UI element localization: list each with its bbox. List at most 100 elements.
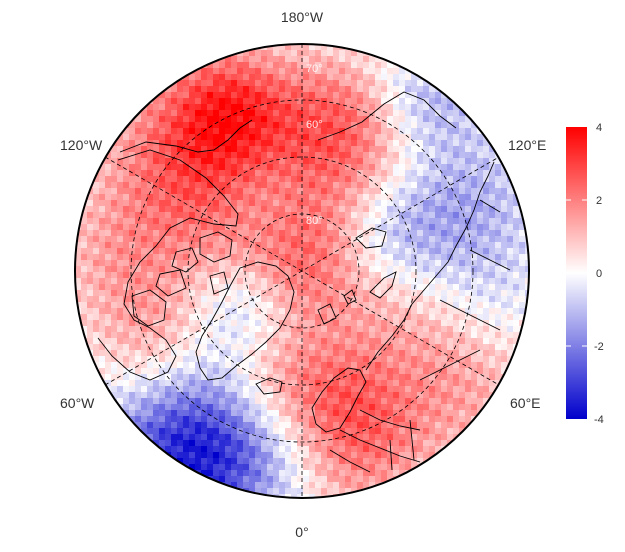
- field-cell: [189, 86, 196, 93]
- field-cell: [165, 92, 172, 99]
- field-cell: [393, 350, 400, 357]
- field-cell: [231, 380, 238, 387]
- field-cell: [309, 122, 316, 129]
- field-cell: [297, 482, 304, 489]
- field-cell: [387, 296, 394, 303]
- field-cell: [357, 476, 364, 483]
- field-cell: [447, 176, 454, 183]
- field-cell: [273, 140, 280, 147]
- field-cell: [447, 98, 454, 105]
- field-cell: [225, 164, 232, 171]
- field-cell: [279, 494, 286, 498]
- field-cell: [261, 104, 268, 111]
- field-cell: [489, 350, 496, 357]
- field-cell: [141, 290, 148, 297]
- field-cell: [309, 218, 316, 225]
- field-cell: [471, 338, 478, 345]
- field-cell: [225, 110, 232, 117]
- field-cell: [183, 416, 190, 423]
- field-cell: [423, 344, 430, 351]
- field-cell: [351, 98, 358, 105]
- field-cell: [195, 422, 202, 429]
- field-cell: [177, 428, 184, 435]
- field-cell: [435, 176, 442, 183]
- field-cell: [315, 302, 322, 309]
- field-cell: [183, 278, 190, 285]
- field-cell: [513, 206, 520, 213]
- field-cell: [147, 380, 154, 387]
- field-cell: [369, 374, 376, 381]
- field-cell: [291, 344, 298, 351]
- field-cell: [375, 86, 382, 93]
- field-cell: [195, 236, 202, 243]
- field-cell: [225, 254, 232, 261]
- field-cell: [207, 62, 214, 69]
- field-cell: [111, 320, 118, 327]
- field-cell: [105, 284, 112, 291]
- field-cell: [369, 218, 376, 225]
- field-cell: [129, 182, 136, 189]
- field-cell: [429, 164, 436, 171]
- field-cell: [267, 146, 274, 153]
- field-cell: [81, 314, 88, 321]
- field-cell: [189, 116, 196, 123]
- field-cell: [471, 212, 478, 219]
- field-cell: [231, 62, 238, 69]
- field-cell: [147, 164, 154, 171]
- field-cell: [147, 404, 154, 411]
- field-cell: [291, 170, 298, 177]
- field-cell: [405, 356, 412, 363]
- field-cell: [285, 398, 292, 405]
- field-cell: [447, 338, 454, 345]
- europe-borders: [329, 409, 421, 473]
- field-cell: [411, 332, 418, 339]
- field-cell: [393, 284, 400, 291]
- field-cell: [507, 290, 514, 297]
- field-cell: [417, 86, 424, 93]
- field-cell: [351, 230, 358, 237]
- field-cell: [345, 200, 352, 207]
- field-cell: [333, 290, 340, 297]
- field-cell: [303, 230, 310, 237]
- field-cell: [387, 368, 394, 375]
- field-cell: [369, 476, 376, 483]
- field-cell: [459, 272, 466, 279]
- field-cell: [519, 224, 526, 231]
- field-cell: [195, 452, 202, 459]
- field-cell: [249, 458, 256, 465]
- field-cell: [237, 134, 244, 141]
- field-cell: [297, 380, 304, 387]
- field-cell: [399, 236, 406, 243]
- field-cell: [513, 320, 520, 327]
- field-cell: [219, 362, 226, 369]
- field-cell: [453, 308, 460, 315]
- field-cell: [315, 80, 322, 87]
- field-cell: [471, 224, 478, 231]
- field-cell: [141, 164, 148, 171]
- field-cell: [129, 158, 136, 165]
- field-cell: [255, 344, 262, 351]
- field-cell: [129, 404, 136, 411]
- field-cell: [243, 122, 250, 129]
- field-cell: [147, 146, 154, 153]
- field-cell: [303, 368, 310, 375]
- field-cell: [369, 200, 376, 207]
- field-cell: [279, 230, 286, 237]
- lon-label-120w: 120°W: [60, 137, 103, 153]
- field-cell: [303, 212, 310, 219]
- field-cell: [153, 104, 160, 111]
- field-cell: [231, 302, 238, 309]
- field-cell: [291, 212, 298, 219]
- field-cell: [489, 236, 496, 243]
- field-cell: [381, 332, 388, 339]
- field-cell: [357, 188, 364, 195]
- field-cell: [261, 116, 268, 123]
- field-cell: [171, 320, 178, 327]
- field-cell: [315, 242, 322, 249]
- field-cell: [117, 350, 124, 357]
- field-cell: [153, 176, 160, 183]
- field-cell: [411, 74, 418, 81]
- field-cell: [447, 182, 454, 189]
- field-cell: [213, 434, 220, 441]
- field-cell: [249, 200, 256, 207]
